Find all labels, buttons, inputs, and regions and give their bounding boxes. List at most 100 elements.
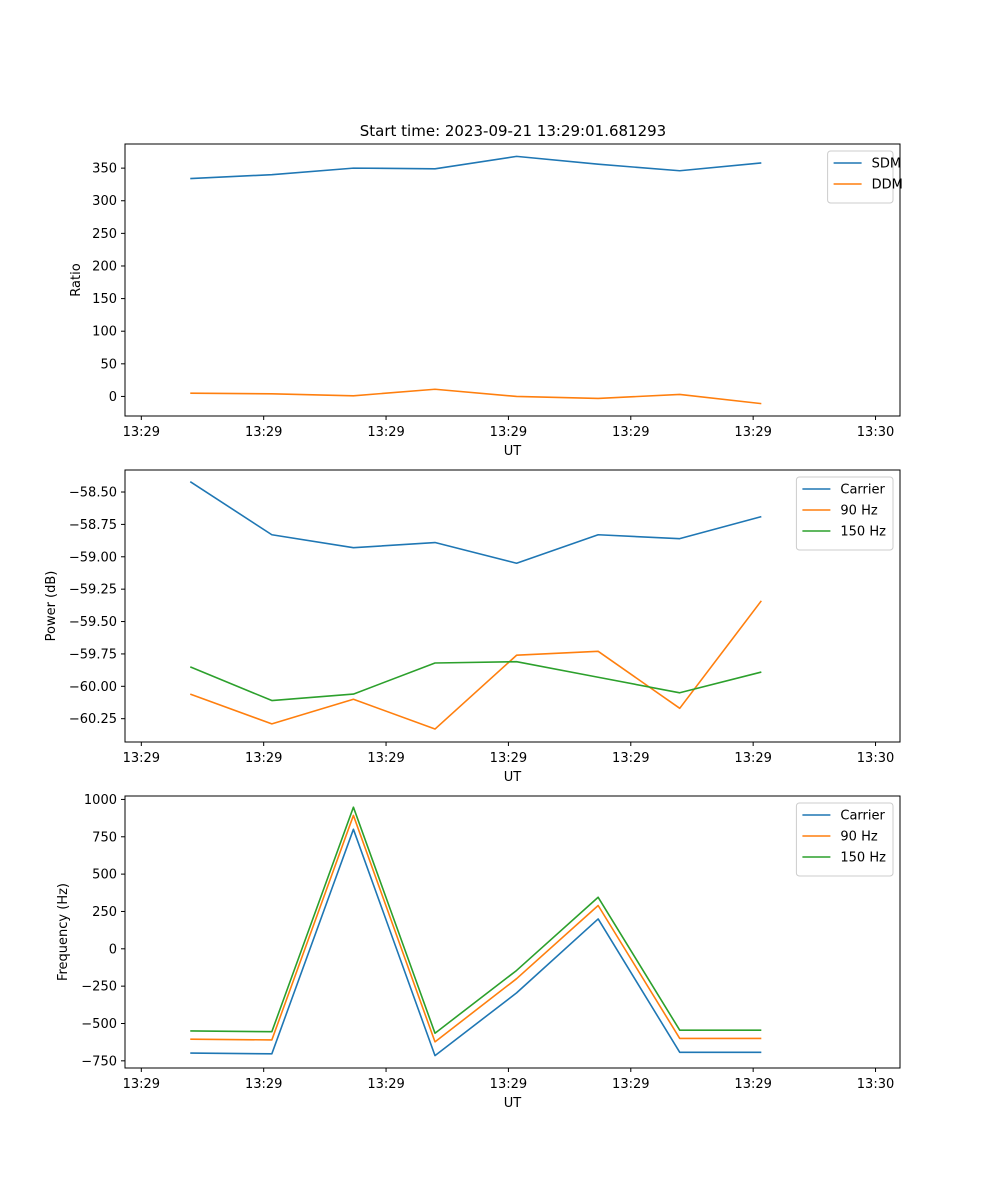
x-tick-label: 13:29 [367, 1077, 404, 1092]
data-point [434, 541, 437, 544]
legend-entry-label: Carrier [840, 809, 885, 824]
x-axis-label: UT [504, 1096, 522, 1111]
data-point [597, 896, 600, 899]
series-line-150-hz [190, 806, 762, 1034]
y-tick-label: 0 [109, 942, 117, 957]
x-tick-label: 13:29 [123, 1077, 160, 1092]
y-tick-label: 500 [92, 868, 117, 883]
data-point [270, 392, 273, 395]
y-tick-label: −750 [81, 1054, 117, 1069]
x-tick-label: 13:29 [612, 425, 649, 440]
data-point [597, 676, 600, 679]
y-tick-label: 150 [92, 292, 117, 307]
y-tick-label: 750 [92, 830, 117, 845]
data-point [760, 402, 763, 405]
y-tick-label: 1000 [84, 793, 117, 808]
chart-panel-1: 13:29 13:29 13:29 13:29 13:29 13:29 13:30 0 50 10… [69, 143, 903, 459]
data-point [597, 904, 600, 907]
data-point [270, 1052, 273, 1055]
data-point [678, 1051, 681, 1054]
y-tick-label: 200 [92, 259, 117, 274]
data-point [270, 722, 273, 725]
data-point [352, 806, 355, 809]
x-tick-label: 13:29 [490, 1077, 527, 1092]
y-tick-label: 250 [92, 227, 117, 242]
y-tick-label: −59.50 [69, 615, 117, 630]
data-point [189, 177, 192, 180]
y-tick-label: 350 [92, 162, 117, 177]
legend-entry-label: 150 Hz [840, 851, 886, 866]
data-point [189, 693, 192, 696]
data-point [434, 167, 437, 170]
data-point [189, 392, 192, 395]
x-tick-label: 13:29 [367, 425, 404, 440]
legend-entry-label: Carrier [840, 483, 885, 498]
data-point [352, 167, 355, 170]
y-tick-label: 50 [100, 357, 117, 372]
data-point [515, 969, 518, 972]
data-point [434, 388, 437, 391]
y-tick-label: −59.25 [69, 583, 117, 598]
data-point [189, 1052, 192, 1055]
y-tick-label: 100 [92, 325, 117, 340]
data-point [760, 161, 763, 164]
series-line-150-hz [189, 660, 762, 702]
x-tick-label: 13:29 [490, 425, 527, 440]
data-point [678, 393, 681, 396]
data-point [515, 977, 518, 980]
x-axis-label: UT [504, 444, 522, 459]
data-point [760, 1051, 763, 1054]
y-tick-label: −250 [81, 980, 117, 995]
axes-frame [124, 143, 901, 417]
x-tick-label: 13:29 [245, 1077, 282, 1092]
x-tick-label: 13:29 [490, 751, 527, 766]
x-tick-label: 13:29 [245, 751, 282, 766]
data-point [515, 660, 518, 663]
x-tick-label: 13:30 [857, 425, 894, 440]
data-point [515, 155, 518, 158]
y-tick-label: 0 [109, 390, 117, 405]
data-point [678, 1037, 681, 1040]
figure-title: Start time: 2023-09-21 13:29:01.681293 [360, 122, 666, 140]
data-point [270, 699, 273, 702]
data-point [270, 1038, 273, 1041]
y-tick-label: −58.50 [69, 486, 117, 501]
y-tick-label: −58.75 [69, 518, 117, 533]
legend-entry-label: 90 Hz [840, 830, 877, 845]
x-tick-label: 13:29 [123, 425, 160, 440]
y-axis-label: Ratio [69, 263, 84, 296]
data-point [678, 1029, 681, 1032]
data-point [189, 480, 192, 483]
x-tick-label: 13:29 [367, 751, 404, 766]
chart-panel-3: 13:29 13:29 13:29 13:29 13:29 13:29 13:30 −750 −… [56, 793, 901, 1111]
data-point [270, 173, 273, 176]
data-point [270, 533, 273, 536]
axes-frame [124, 469, 901, 743]
x-axis-label: UT [504, 770, 522, 785]
data-point [352, 394, 355, 397]
axes-frame [124, 795, 901, 1069]
data-point [189, 665, 192, 668]
x-tick-label: 13:29 [734, 1077, 771, 1092]
data-point [678, 691, 681, 694]
legend-entry-label: 90 Hz [840, 504, 877, 519]
legend: Carrier 90 Hz 150 Hz [795, 476, 894, 551]
y-tick-label: 300 [92, 194, 117, 209]
legend-frame [827, 150, 894, 204]
x-tick-label: 13:29 [612, 1077, 649, 1092]
data-point [352, 828, 355, 831]
data-point [352, 546, 355, 549]
chart-panels: 13:29 13:29 13:29 13:29 13:29 13:29 13:30 0 50 10… [44, 143, 903, 1111]
legend-entry-label: DDM [872, 178, 903, 193]
data-point [760, 599, 763, 602]
legend: Carrier 90 Hz 150 Hz [795, 802, 894, 877]
data-point [434, 1054, 437, 1057]
y-tick-label: 250 [92, 905, 117, 920]
data-point [678, 537, 681, 540]
y-tick-label: −60.00 [69, 680, 117, 695]
data-point [597, 397, 600, 400]
legend: SDM DDM [827, 150, 903, 204]
data-point [760, 1037, 763, 1040]
x-tick-label: 13:29 [612, 751, 649, 766]
